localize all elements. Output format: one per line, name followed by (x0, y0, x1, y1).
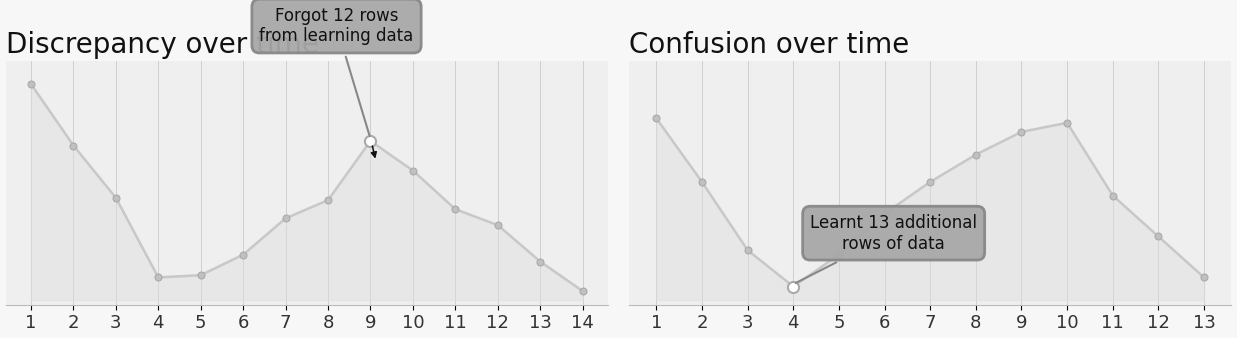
Text: Learnt 13 additional
rows of data: Learnt 13 additional rows of data (795, 214, 977, 283)
Text: Discrepancy over time: Discrepancy over time (5, 31, 318, 59)
Text: Confusion over time: Confusion over time (628, 31, 909, 59)
Text: Forgot 12 rows
from learning data: Forgot 12 rows from learning data (260, 7, 413, 136)
